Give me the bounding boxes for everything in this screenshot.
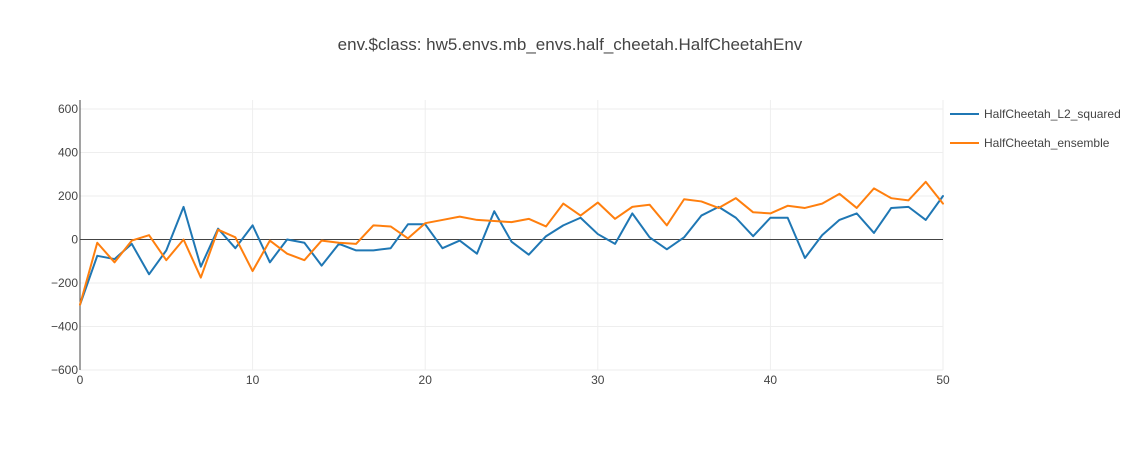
x-tick-label: 30 bbox=[591, 373, 605, 387]
legend-item-HalfCheetah_L2_squared[interactable]: HalfCheetah_L2_squared bbox=[950, 107, 1121, 121]
x-tick-label: 0 bbox=[77, 373, 84, 387]
legend-item-HalfCheetah_ensemble[interactable]: HalfCheetah_ensemble bbox=[950, 136, 1110, 150]
legend-label: HalfCheetah_L2_squared bbox=[984, 107, 1121, 121]
x-tick-label: 50 bbox=[936, 373, 950, 387]
y-tick-label: 200 bbox=[58, 189, 78, 203]
x-tick-label: 20 bbox=[419, 373, 433, 387]
y-tick-label: −200 bbox=[51, 276, 78, 290]
y-tick-label: 400 bbox=[58, 146, 78, 160]
x-tick-label: 10 bbox=[246, 373, 260, 387]
y-tick-label: 0 bbox=[71, 233, 78, 247]
series-line-HalfCheetah_ensemble bbox=[79, 180, 944, 306]
legend[interactable]: HalfCheetah_L2_squared HalfCheetah_ensemb… bbox=[950, 107, 1121, 150]
x-tick-label: 40 bbox=[764, 373, 778, 387]
y-tick-label: −600 bbox=[51, 363, 78, 377]
axes: 0 10 20 30 40 50 600 400 200 0 −200 −400 −600 bbox=[51, 100, 950, 387]
series-lines bbox=[79, 180, 944, 306]
series-line-HalfCheetah_L2_squared bbox=[79, 195, 944, 306]
legend-label: HalfCheetah_ensemble bbox=[984, 136, 1110, 150]
y-tick-label: −400 bbox=[51, 320, 78, 334]
chart-title: env.$class: hw5.envs.mb_envs.half_cheeta… bbox=[338, 35, 803, 54]
grid bbox=[80, 100, 944, 371]
y-tick-label: 600 bbox=[58, 102, 78, 116]
